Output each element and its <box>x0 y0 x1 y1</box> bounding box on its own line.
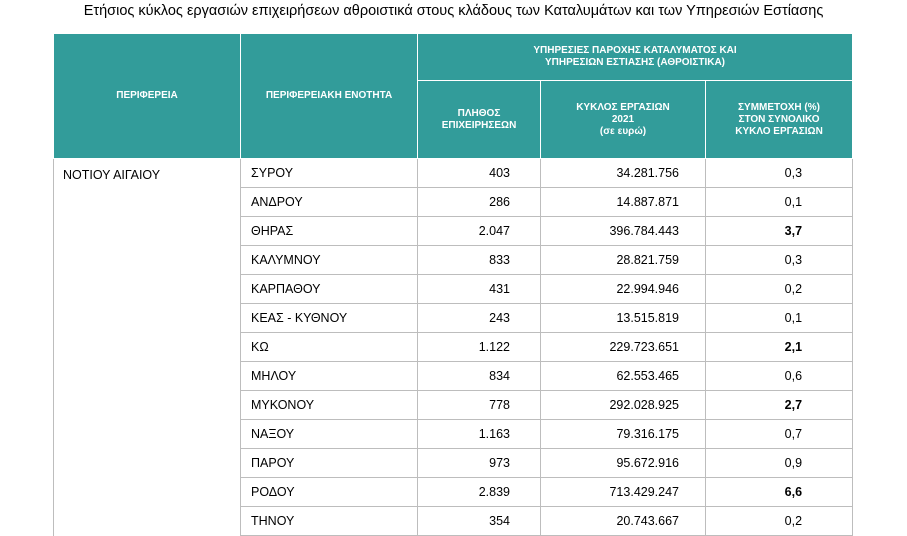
table-row: ΠΑΡΟΥ 973 95.672.916 0,9 <box>54 448 854 478</box>
table-row: ΜΗΛΟΥ 834 62.553.465 0,6 <box>54 361 854 391</box>
share-cell: 3,7 <box>704 216 854 246</box>
unit-cell: ΣΥΡΟΥ <box>240 158 418 188</box>
unit-cell: ΠΑΡΟΥ <box>240 448 418 478</box>
turnover-cell: 28.821.759 <box>540 245 706 275</box>
unit-cell: ΤΗΝΟΥ <box>240 506 418 536</box>
share-cell: 0,2 <box>704 506 854 536</box>
table-row: ΚΑΡΠΑΘΟΥ 431 22.994.946 0,2 <box>54 274 854 304</box>
share-cell: 0,3 <box>704 245 854 275</box>
count-cell: 778 <box>417 390 541 420</box>
title: Ετήσιος κύκλος εργασιών επιχειρήσεων αθρ… <box>83 3 824 19</box>
turnover-cell: 22.994.946 <box>540 274 706 304</box>
count-cell: 833 <box>417 245 541 275</box>
share-cell: 6,6 <box>704 477 854 507</box>
table: ΠΕΡΙΦΕΡΕΙΑ ΠΕΡΙΦΕΡΕΙΑΚΗ ΕΝΟΤΗΤΑ ΥΠΗΡΕΣΙΕ… <box>53 33 854 536</box>
share-cell: 0,1 <box>704 303 854 333</box>
count-cell: 973 <box>417 448 541 478</box>
count-cell: 2.047 <box>417 216 541 246</box>
header-cell: ΠΛΗΘΟΣ ΕΠΙΧΕΙΡΗΣΕΩΝ <box>417 80 541 159</box>
table-body: ΝΟΤΙΟΥ ΑΙΓΑΙΟΥ ΣΥΡΟΥ 403 34.281.756 0,3 ΑΝΔΡΟ… <box>53 158 854 536</box>
turnover-cell: 713.429.247 <box>540 477 706 507</box>
table-row: ΚΑΛΥΜΝΟΥ 833 28.821.759 0,3 <box>54 245 854 275</box>
unit-cell: ΜΥΚΟΝΟΥ <box>240 390 418 420</box>
share-cell: 0,9 <box>704 448 854 478</box>
table-row: ΝΑΞΟΥ 1.163 79.316.175 0,7 <box>54 419 854 449</box>
count-cell: 403 <box>417 158 541 188</box>
unit-cell: ΑΝΔΡΟΥ <box>240 187 418 217</box>
share-cell: 0,2 <box>704 274 854 304</box>
unit-cell: ΚΕΑΣ - ΚΥΘΝΟΥ <box>240 303 418 333</box>
header-cell: ΥΠΗΡΕΣΙΕΣ ΠΑΡΟΧΗΣ ΚΑΤΑΛΥΜΑΤΟΣ ΚΑΙ ΥΠΗΡΕΣ… <box>416 33 854 81</box>
count-cell: 354 <box>417 506 541 536</box>
share-cell: 2,7 <box>704 390 854 420</box>
share-cell: 0,7 <box>704 419 854 449</box>
unit-cell: ΚΑΡΠΑΘΟΥ <box>240 274 418 304</box>
header-cell: ΚΥΚΛΟΣ ΕΡΓΑΣΙΩΝ 2021 (σε ευρώ) <box>540 80 706 159</box>
turnover-cell: 79.316.175 <box>540 419 706 449</box>
turnover-cell: 20.743.667 <box>540 506 706 536</box>
turnover-cell: 95.672.916 <box>540 448 706 478</box>
unit-cell: ΚΑΛΥΜΝΟΥ <box>240 245 418 275</box>
count-cell: 243 <box>417 303 541 333</box>
header-row: ΠΛΗΘΟΣ ΕΠΙΧΕΙΡΗΣΕΩΝ ΚΥΚΛΟΣ ΕΡΓΑΣΙΩΝ 2021… <box>54 80 854 159</box>
share-cell: 0,3 <box>704 158 854 188</box>
unit-cell: ΜΗΛΟΥ <box>240 361 418 391</box>
unit-cell: ΚΩ <box>240 332 418 362</box>
count-cell: 834 <box>417 361 541 391</box>
table-row: ΝΟΤΙΟΥ ΑΙΓΑΙΟΥ ΣΥΡΟΥ 403 34.281.756 0,3 <box>53 158 854 536</box>
header-row: ΠΕΡΙΦΕΡΕΙΑ ΠΕΡΙΦΕΡΕΙΑΚΗ ΕΝΟΤΗΤΑ ΥΠΗΡΕΣΙΕ… <box>53 33 854 159</box>
table-row: ΡΟΔΟΥ 2.839 713.429.247 6,6 <box>54 477 854 507</box>
count-cell: 431 <box>417 274 541 304</box>
table-row: ΤΗΝΟΥ 354 20.743.667 0,2 <box>54 506 854 536</box>
turnover-cell: 62.553.465 <box>540 361 706 391</box>
unit-cell: ΡΟΔΟΥ <box>240 477 418 507</box>
share-cell: 0,1 <box>704 187 854 217</box>
turnover-cell: 292.028.925 <box>540 390 706 420</box>
table-row: ΚΩ 1.122 229.723.651 2,1 <box>54 332 854 362</box>
header-cell: ΣΥΜΜΕΤΟΧΗ (%) ΣΤΟΝ ΣΥΝΟΛΙΚΟ ΚΥΚΛΟ ΕΡΓΑΣΙ… <box>704 80 854 159</box>
share-cell: 0,6 <box>704 361 854 391</box>
count-cell: 2.839 <box>417 477 541 507</box>
unit-cell: ΝΑΞΟΥ <box>240 419 418 449</box>
header-cell: ΠΕΡΙΦΕΡΕΙΑΚΗ ΕΝΟΤΗΤΑ <box>240 33 418 159</box>
table-row: ΑΝΔΡΟΥ 286 14.887.871 0,1 <box>54 187 854 217</box>
region-cell: ΝΟΤΙΟΥ ΑΙΓΑΙΟΥ <box>53 158 241 536</box>
count-cell: 1.122 <box>417 332 541 362</box>
count-cell: 1.163 <box>417 419 541 449</box>
turnover-cell: 229.723.651 <box>540 332 706 362</box>
table-row: ΘΗΡΑΣ 2.047 396.784.443 3,7 <box>54 216 854 246</box>
turnover-cell: 14.887.871 <box>540 187 706 217</box>
count-cell: 286 <box>417 187 541 217</box>
unit-cell: ΘΗΡΑΣ <box>240 216 418 246</box>
turnover-cell: 34.281.756 <box>540 158 706 188</box>
turnover-cell: 13.515.819 <box>540 303 706 333</box>
table-header: ΠΕΡΙΦΕΡΕΙΑ ΠΕΡΙΦΕΡΕΙΑΚΗ ΕΝΟΤΗΤΑ ΥΠΗΡΕΣΙΕ… <box>53 33 854 159</box>
share-cell: 2,1 <box>704 332 854 362</box>
header-cell: ΠΕΡΙΦΕΡΕΙΑ <box>53 33 241 159</box>
turnover-cell: 396.784.443 <box>540 216 706 246</box>
